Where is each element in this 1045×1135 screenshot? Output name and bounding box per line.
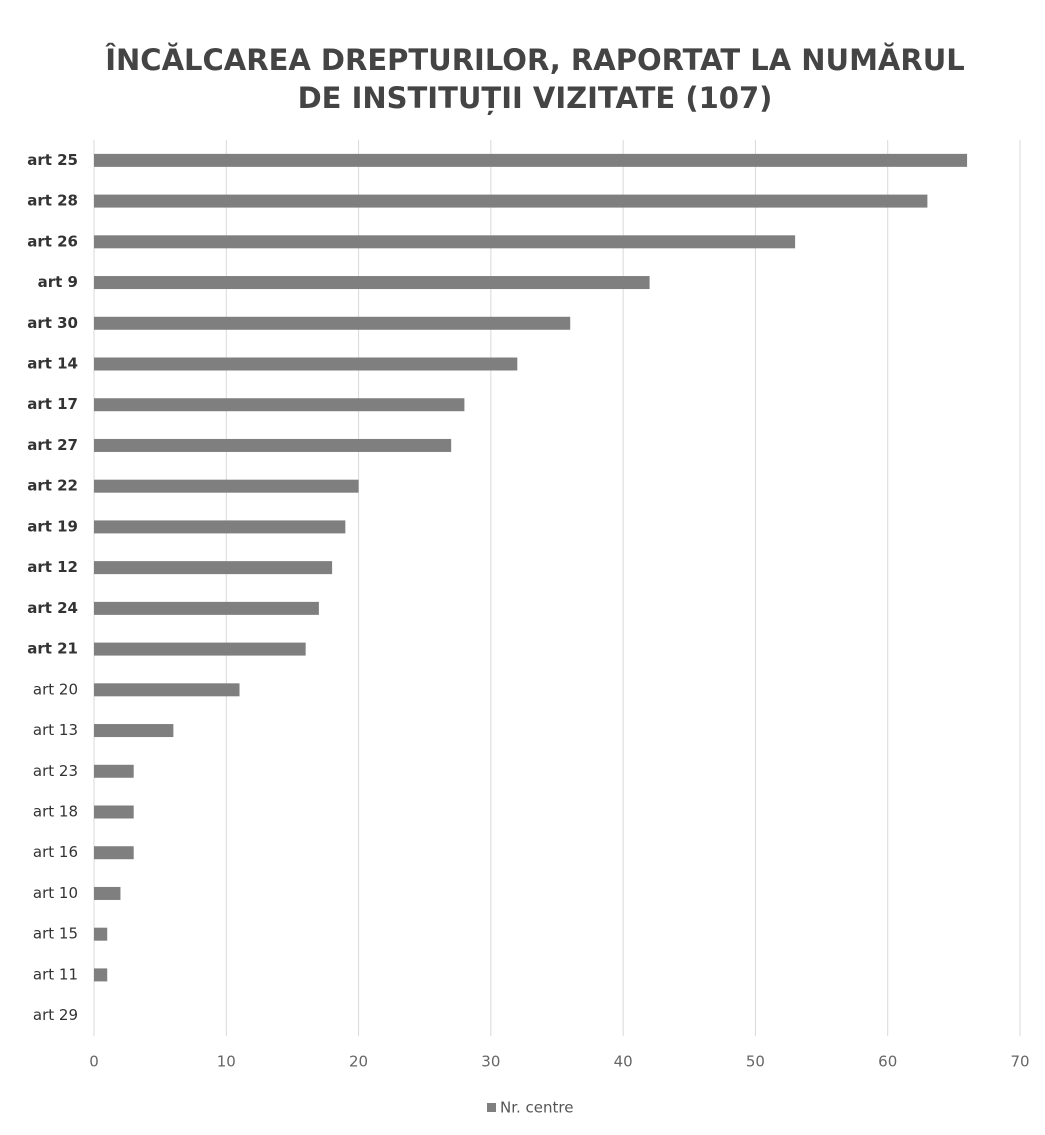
bar	[94, 479, 359, 493]
bar	[94, 357, 518, 371]
y-tick-label: art 30	[27, 314, 78, 332]
y-tick-label: art 12	[27, 558, 78, 576]
bar	[94, 561, 333, 575]
x-tick-label: 10	[217, 1053, 236, 1071]
bar	[94, 601, 319, 615]
y-tick-label: art 16	[33, 843, 78, 861]
y-tick-label: art 15	[33, 925, 78, 943]
y-tick-label: art 17	[27, 395, 78, 413]
y-tick-label: art 13	[33, 721, 78, 739]
y-tick-label: art 27	[27, 436, 78, 454]
y-tick-label: art 14	[27, 355, 78, 373]
bar	[94, 194, 928, 208]
x-tick-label: 40	[614, 1053, 633, 1071]
y-tick-label: art 18	[33, 803, 78, 821]
bar	[94, 642, 306, 656]
y-tick-label: art 25	[27, 151, 78, 169]
x-tick-label: 20	[349, 1053, 368, 1071]
x-tick-label: 60	[878, 1053, 897, 1071]
legend-label: Nr. centre	[500, 1099, 573, 1117]
y-tick-label: art 26	[27, 232, 78, 250]
bar	[94, 153, 968, 167]
y-tick-label: art 21	[27, 640, 78, 658]
y-tick-label: art 23	[33, 762, 78, 780]
bar	[94, 683, 240, 697]
bar	[94, 398, 465, 412]
bar	[94, 520, 346, 534]
chart-title: DE INSTITUȚII VIZITATE (107)	[298, 81, 773, 115]
bar	[94, 438, 452, 452]
x-tick-label: 50	[746, 1053, 765, 1071]
bar	[94, 764, 134, 778]
y-tick-label: art 28	[27, 192, 78, 210]
x-tick-label: 70	[1010, 1053, 1029, 1071]
y-tick-label: art 22	[27, 477, 78, 495]
y-tick-label: art 24	[27, 599, 78, 617]
y-tick-label: art 10	[33, 884, 78, 902]
legend-swatch	[487, 1103, 496, 1112]
bar	[94, 235, 796, 249]
y-tick-label: art 29	[33, 1006, 78, 1024]
x-tick-label: 30	[481, 1053, 500, 1071]
bar	[94, 316, 571, 330]
bar	[94, 805, 134, 819]
y-tick-label: art 19	[27, 517, 78, 535]
y-tick-label: art 20	[33, 680, 78, 698]
y-tick-label: art 11	[33, 965, 78, 983]
bar	[94, 927, 108, 941]
bar	[94, 968, 108, 982]
x-tick-label: 0	[89, 1053, 99, 1071]
bar	[94, 276, 650, 290]
bar	[94, 886, 121, 900]
chart-title: ÎNCĂLCAREA DREPTURILOR, RAPORTAT LA NUMĂ…	[105, 43, 964, 77]
bar	[94, 846, 134, 860]
y-tick-label: art 9	[38, 273, 78, 291]
bar	[94, 724, 174, 738]
